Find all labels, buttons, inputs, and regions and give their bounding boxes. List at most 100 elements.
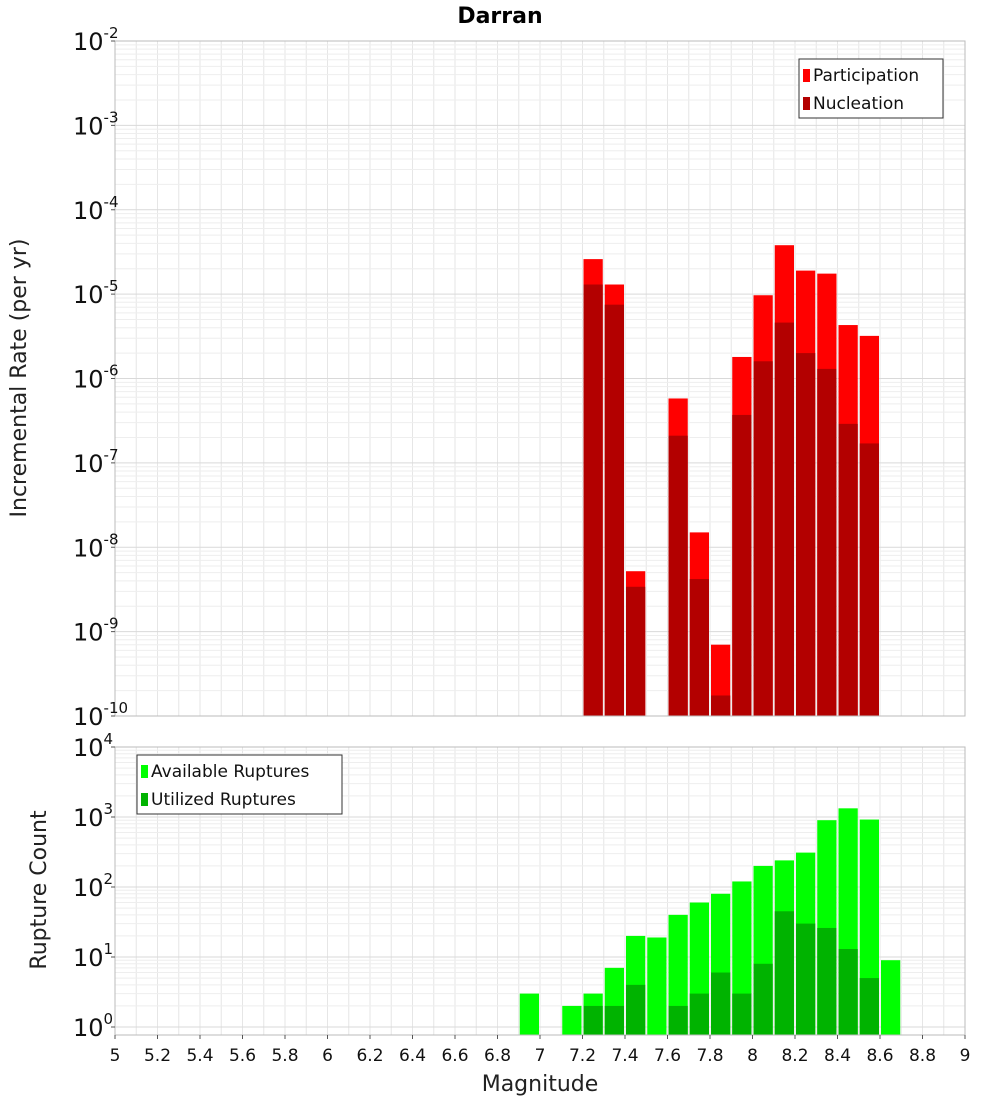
y-tick-label: 10-7: [73, 446, 119, 478]
bottom-y-axis-label: Rupture Count: [27, 810, 52, 970]
top-grid: [114, 41, 966, 717]
y-tick-exponent: -8: [104, 530, 119, 548]
y-tick-base: 10: [73, 112, 104, 140]
y-tick-base: 10: [73, 804, 104, 832]
y-tick-exponent: -3: [104, 108, 119, 126]
bar-utilized-ruptures: [711, 972, 731, 1035]
y-tick-exponent: -2: [104, 24, 119, 42]
x-axis-ticks: 5 5.2 5.4 5.6 5.8 6 6.2 6.4 6.6 6.8 7 7.2 7.4 7.6 7.8 8…: [110, 1035, 971, 1066]
y-tick-label: 10-5: [73, 277, 119, 309]
bar-utilized-ruptures: [689, 993, 709, 1035]
bar-nucleation: [604, 304, 624, 716]
bar-utilized-ruptures: [774, 911, 794, 1035]
x-tick-label: 8.8: [909, 1046, 936, 1066]
x-tick-label: 6.6: [441, 1046, 468, 1066]
bar-nucleation: [583, 284, 603, 716]
top-y-ticks: 10-210-310-410-510-610-710-810-910-10: [73, 24, 128, 731]
y-tick-exponent: -10: [104, 699, 129, 717]
bar-utilized-ruptures: [583, 1005, 603, 1035]
bar-utilized-ruptures: [859, 978, 879, 1035]
x-tick-label: 5.6: [229, 1046, 256, 1066]
y-tick-label: 10-6: [73, 362, 119, 394]
x-tick-label: 5.8: [271, 1046, 298, 1066]
y-tick-base: 10: [73, 619, 104, 647]
bar-nucleation: [626, 586, 646, 716]
y-tick-label: 104: [73, 730, 113, 762]
y-tick-label: 101: [73, 940, 113, 972]
incremental-rate-panel: 10-210-310-410-510-610-710-810-910-10 In…: [7, 24, 966, 731]
x-tick-label: 9: [960, 1046, 971, 1066]
bottom-legend: Available Ruptures Utilized Ruptures: [136, 754, 343, 815]
bar-available-ruptures: [519, 993, 539, 1035]
bar-utilized-ruptures: [838, 949, 858, 1035]
y-tick-label: 10-2: [73, 24, 119, 56]
top-legend: Participation Nucleation: [798, 58, 944, 119]
y-tick-exponent: -7: [104, 446, 119, 464]
legend-swatch: [803, 69, 810, 82]
top-y-axis-label: Incremental Rate (per yr): [7, 239, 32, 518]
bar-nucleation: [838, 423, 858, 716]
x-tick-label: 7.6: [654, 1046, 681, 1066]
y-tick-base: 10: [73, 450, 104, 478]
top-bars: [583, 245, 879, 717]
legend-swatch: [141, 793, 148, 806]
bar-available-ruptures: [668, 914, 688, 1035]
chart-title: Darran: [457, 4, 542, 29]
y-tick-label: 103: [73, 800, 113, 832]
x-tick-label: 8.2: [781, 1046, 808, 1066]
y-tick-exponent: 0: [104, 1010, 114, 1028]
bar-available-ruptures: [881, 960, 901, 1035]
y-tick-exponent: -9: [104, 615, 119, 633]
y-tick-base: 10: [73, 944, 104, 972]
y-tick-exponent: -6: [104, 362, 119, 380]
legend-label: Participation: [813, 66, 919, 86]
legend-box: [136, 754, 343, 815]
bar-utilized-ruptures: [753, 963, 773, 1035]
legend-swatch: [141, 765, 148, 778]
legend-swatch: [803, 97, 810, 110]
y-tick-label: 102: [73, 870, 113, 902]
y-tick-label: 10-10: [73, 699, 128, 731]
y-tick-exponent: 4: [104, 730, 114, 748]
bar-nucleation: [774, 322, 794, 716]
x-tick-label: 6: [322, 1046, 333, 1066]
y-tick-label: 10-9: [73, 615, 119, 647]
bar-nucleation: [668, 435, 688, 716]
bar-nucleation: [689, 579, 709, 716]
x-tick-label: 8.6: [866, 1046, 893, 1066]
bar-utilized-ruptures: [626, 984, 646, 1035]
y-tick-base: 10: [73, 1014, 104, 1042]
bar-utilized-ruptures: [796, 923, 816, 1035]
bar-nucleation: [711, 695, 731, 716]
y-tick-base: 10: [73, 734, 104, 762]
x-tick-label: 6.4: [399, 1046, 426, 1066]
y-tick-base: 10: [73, 366, 104, 394]
x-tick-label: 7.4: [611, 1046, 638, 1066]
x-tick-label: 7.2: [569, 1046, 596, 1066]
x-tick-label: 5.2: [144, 1046, 171, 1066]
bar-utilized-ruptures: [732, 993, 752, 1035]
x-tick-label: 6.8: [484, 1046, 511, 1066]
y-tick-base: 10: [73, 28, 104, 56]
y-tick-label: 100: [73, 1010, 113, 1042]
y-tick-exponent: -4: [104, 193, 119, 211]
x-tick-label: 8: [747, 1046, 758, 1066]
y-tick-base: 10: [73, 874, 104, 902]
bar-nucleation: [796, 353, 816, 716]
bar-nucleation: [817, 368, 837, 716]
x-tick-label: 5.4: [186, 1046, 213, 1066]
y-tick-base: 10: [73, 197, 104, 225]
y-tick-label: 10-3: [73, 108, 119, 140]
x-tick-label: 6.2: [356, 1046, 383, 1066]
bar-utilized-ruptures: [817, 927, 837, 1035]
x-tick-label: 8.4: [824, 1046, 851, 1066]
y-tick-label: 10-4: [73, 193, 119, 225]
legend-label: Available Ruptures: [151, 762, 309, 782]
y-tick-exponent: 1: [104, 940, 114, 958]
y-tick-exponent: 2: [104, 870, 114, 888]
bar-available-ruptures: [647, 937, 667, 1035]
y-tick-exponent: -5: [104, 277, 119, 295]
